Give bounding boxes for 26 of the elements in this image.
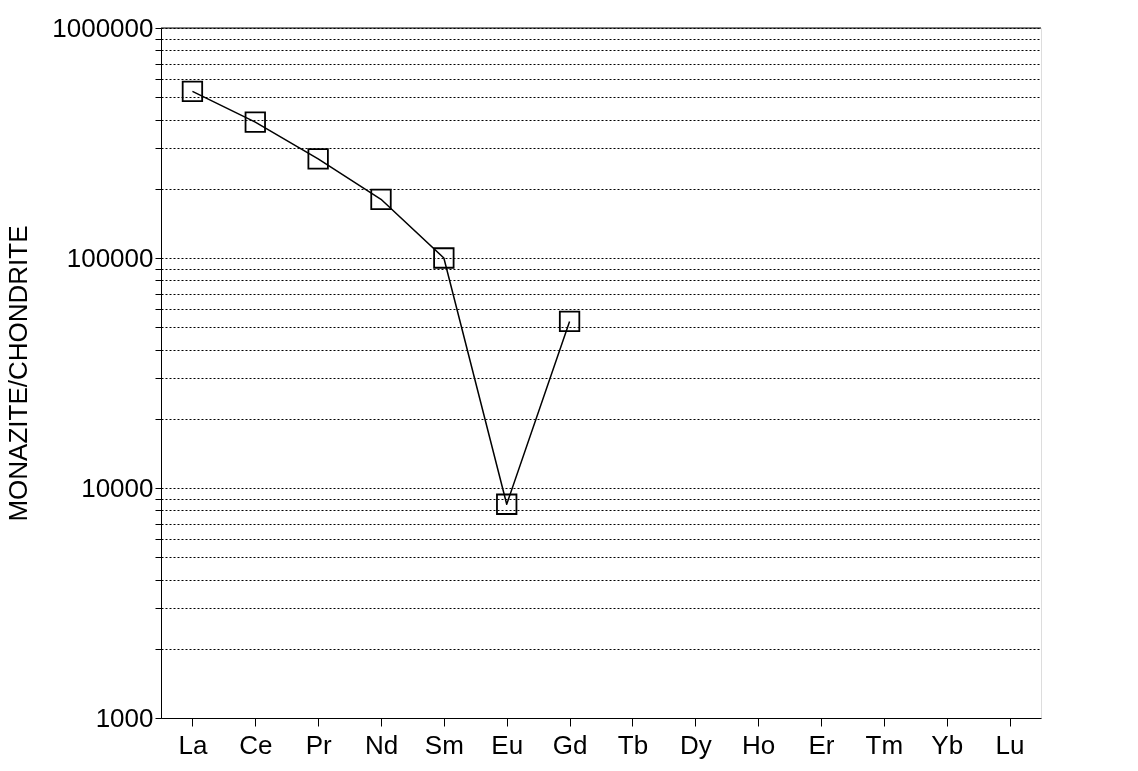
point [244, 111, 266, 133]
point [558, 310, 581, 333]
point [181, 80, 204, 103]
x-tick-label: Sm [424, 729, 464, 760]
x-tick-label: Gd [552, 729, 588, 760]
point [433, 247, 455, 269]
x-tick-label: Yb [931, 729, 964, 760]
point [496, 493, 518, 515]
y-tick-label: 100000 [66, 242, 154, 273]
y-tick-label: 1000000 [52, 12, 154, 43]
x-tick-label: Tb [617, 729, 649, 760]
x-tick-label: La [178, 729, 208, 760]
x-tick-label: Ho [742, 729, 776, 760]
x-tick-label: Tm [865, 729, 904, 760]
x-tick-label: Nd [364, 729, 399, 760]
y-axis-title: MONAZITE/CHONDRITE [3, 225, 34, 522]
x-tick-label: Eu [491, 729, 524, 760]
x-tick-label: Dy [679, 729, 712, 760]
y-tick-label: 1000 [95, 702, 154, 733]
x-tick-label: Pr [305, 729, 332, 760]
point [370, 188, 392, 210]
point [307, 148, 329, 170]
y-tick-label: 10000 [81, 472, 154, 503]
x-tick-label: Ce [239, 729, 273, 760]
x-tick-label: Er [808, 729, 835, 760]
x-tick-label: Lu [995, 729, 1025, 760]
